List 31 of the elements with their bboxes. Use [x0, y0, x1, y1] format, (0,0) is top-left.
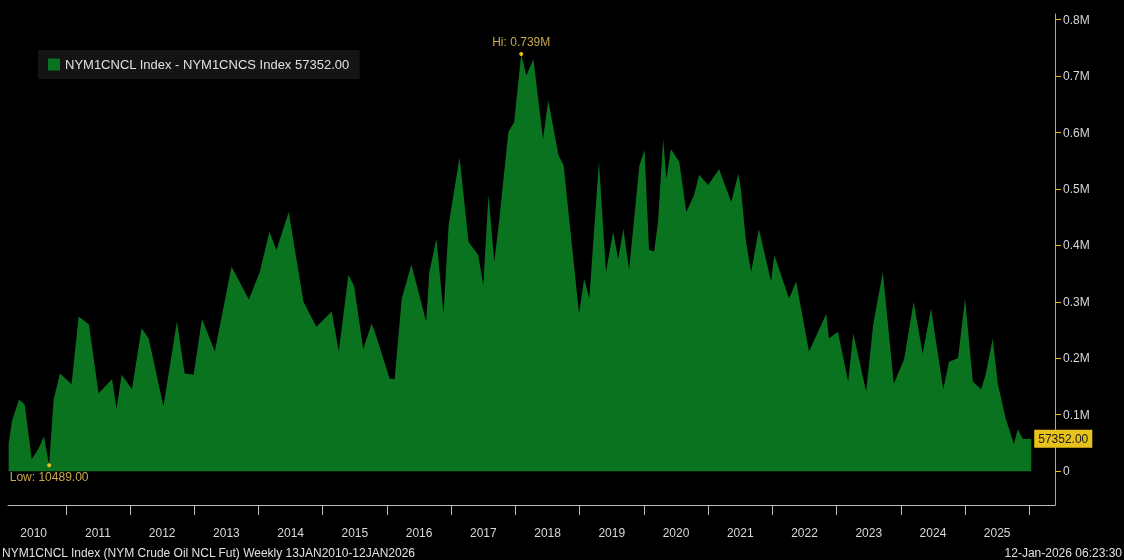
y-tick-label: 0.6M [1063, 125, 1090, 140]
legend-label: NYM1CNCL Index - NYM1CNCS Index 57352.00 [65, 57, 350, 72]
x-tick-label: 2015 [341, 526, 369, 540]
x-tick-label: 2016 [405, 526, 433, 540]
x-tick-label: 2024 [919, 526, 947, 540]
x-tick-label: 2013 [213, 526, 241, 540]
x-tick-label: 2022 [791, 526, 819, 540]
x-tick-label: 2010 [20, 526, 48, 540]
y-tick-label: 0.1M [1063, 407, 1090, 422]
y-tick-label: 0.3M [1063, 294, 1090, 309]
x-tick-label: 2019 [598, 526, 626, 540]
x-tick-label: 2017 [469, 526, 497, 540]
text: 12-Jan-2026 06:23:30 [1004, 546, 1123, 560]
x-tick-label: 2020 [662, 526, 690, 540]
x-tick-label: 2011 [85, 526, 112, 540]
x-tick-label: 2021 [726, 526, 754, 540]
annotation: Hi: 0.739M [492, 35, 551, 50]
x-tick-label: 2023 [855, 526, 883, 540]
y-tick-label: 0 [1063, 464, 1070, 479]
x-tick-label: 2012 [148, 526, 176, 540]
x-tick-label: 2025 [983, 526, 1011, 540]
y-tick-label: 0.5M [1063, 181, 1090, 196]
y-tick-label: 0.2M [1063, 351, 1090, 366]
y-tick-label: 0.4M [1063, 238, 1090, 253]
annotation: Low: 10489.00 [9, 470, 89, 485]
y-tick-label: 0.7M [1063, 69, 1090, 84]
y-tick-label: 0.8M [1063, 12, 1090, 27]
x-tick-label: 2018 [534, 526, 562, 540]
annotation: 57352.00 [1038, 431, 1089, 446]
x-tick-label: 2014 [277, 526, 305, 540]
text: NYM1CNCL Index (NYM Crude Oil NCL Fut) Weekly 13JAN2010-12JAN2026 [2, 546, 416, 560]
